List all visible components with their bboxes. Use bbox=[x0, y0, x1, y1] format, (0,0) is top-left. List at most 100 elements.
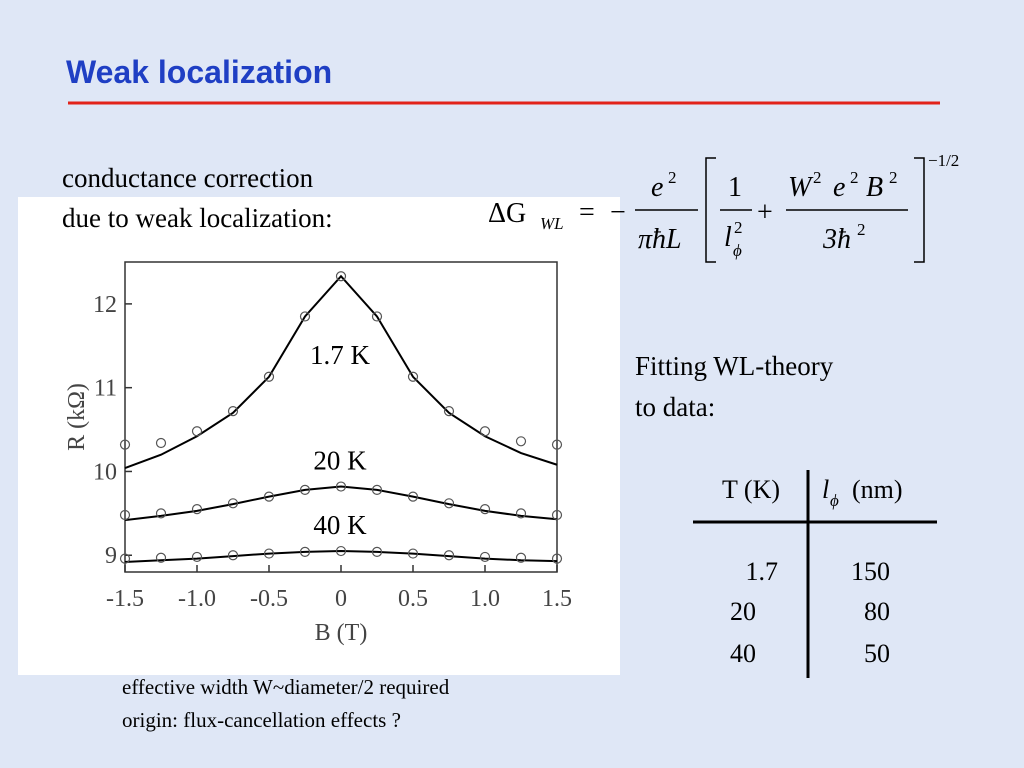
data-point bbox=[335, 545, 347, 557]
data-point bbox=[263, 491, 275, 502]
series-label: 20 K bbox=[313, 446, 367, 476]
data-point bbox=[443, 498, 455, 509]
data-point bbox=[299, 311, 311, 322]
table: T (K) l ϕ (nm) 1.7 150 20 80 40 50 bbox=[693, 470, 937, 678]
data-point bbox=[263, 548, 275, 559]
y-tick-label: 12 bbox=[93, 292, 117, 318]
formula-part: WL bbox=[540, 214, 564, 233]
table-cell: 20 bbox=[730, 597, 756, 626]
data-point bbox=[119, 439, 131, 450]
fit-note: Fitting WL-theory bbox=[635, 351, 834, 381]
footnote: origin: flux-cancellation effects ? bbox=[122, 708, 401, 732]
fit-note: to data: bbox=[635, 392, 715, 422]
y-axis-label: R (kΩ) bbox=[64, 383, 90, 451]
formula-part: − bbox=[610, 197, 626, 228]
data-point bbox=[191, 426, 203, 437]
data-point bbox=[191, 504, 203, 515]
table-cell: 150 bbox=[851, 557, 890, 586]
table-cell: 40 bbox=[730, 639, 756, 668]
data-point bbox=[551, 509, 563, 521]
data-point bbox=[407, 548, 419, 559]
data-point bbox=[155, 437, 167, 449]
data-point bbox=[479, 426, 491, 437]
formula-part: 2 bbox=[857, 220, 866, 239]
formula-part: + bbox=[757, 197, 773, 228]
fit-line bbox=[124, 485, 558, 522]
table-cell: 1.7 bbox=[746, 557, 779, 586]
data-point bbox=[443, 406, 455, 417]
data-point bbox=[407, 491, 419, 502]
formula-part: B bbox=[866, 172, 883, 203]
y-tick-label: 11 bbox=[94, 376, 117, 402]
data-point bbox=[299, 484, 311, 495]
formula-part: ΔG bbox=[488, 198, 526, 229]
fit-line bbox=[124, 550, 558, 563]
formula-part: 2 bbox=[889, 168, 898, 187]
data-point bbox=[119, 553, 131, 564]
data-point bbox=[227, 406, 239, 417]
data-point bbox=[155, 552, 167, 563]
data-point bbox=[443, 550, 455, 561]
data-point bbox=[155, 508, 167, 519]
table-cell: 50 bbox=[864, 639, 890, 668]
x-tick-label: 1.0 bbox=[470, 586, 500, 612]
formula: ΔG WL = − e 2 πħL 1 l 2 ϕ + W 2 e 2 B 2 … bbox=[488, 151, 959, 263]
data-point bbox=[335, 271, 347, 282]
formula-part: 1 bbox=[728, 172, 742, 203]
formula-part: −1/2 bbox=[928, 151, 959, 170]
formula-part: πħL bbox=[638, 224, 682, 255]
formula-part: 3ħ bbox=[822, 224, 851, 255]
data-point bbox=[119, 509, 131, 521]
series-label: 40 K bbox=[313, 510, 367, 540]
formula-part: e bbox=[651, 172, 663, 203]
data-point bbox=[371, 311, 383, 322]
slide-title: Weak localization bbox=[66, 54, 332, 90]
data-point bbox=[227, 550, 239, 561]
data-point bbox=[515, 436, 527, 447]
formula-part: 2 bbox=[813, 168, 822, 187]
formula-part: 2 bbox=[850, 168, 859, 187]
series-label: 1.7 K bbox=[310, 340, 371, 370]
formula-part: ϕ bbox=[733, 241, 742, 260]
formula-part: 2 bbox=[734, 218, 743, 237]
x-tick-label: -0.5 bbox=[250, 586, 288, 612]
x-tick-label: 0.5 bbox=[398, 586, 428, 612]
data-point bbox=[479, 551, 491, 563]
chart-panel bbox=[18, 197, 620, 675]
intro-line: conductance correction bbox=[62, 163, 314, 193]
data-point bbox=[299, 546, 311, 557]
formula-part: e bbox=[833, 172, 845, 203]
table-header: ϕ bbox=[830, 491, 839, 510]
data-point bbox=[335, 481, 347, 492]
formula-part: 2 bbox=[668, 168, 677, 187]
data-point bbox=[227, 498, 239, 509]
plot: -1.5 -1.0 -0.5 0 0.5 1.0 1.5 9 10 11 12 B (T) R (kΩ)… bbox=[64, 261, 572, 646]
bracket bbox=[914, 157, 925, 263]
table-cell: 80 bbox=[864, 597, 890, 626]
data-point bbox=[263, 371, 275, 382]
footnote: effective width W~diameter/2 required bbox=[122, 675, 450, 699]
data-point bbox=[479, 504, 491, 515]
table-header: T (K) bbox=[722, 475, 780, 504]
table-header: l bbox=[822, 475, 829, 504]
table-header: (nm) bbox=[852, 475, 903, 504]
data-point bbox=[515, 552, 527, 563]
data-point bbox=[515, 508, 527, 519]
y-tick-label: 9 bbox=[105, 543, 117, 569]
y-tick-label: 10 bbox=[93, 459, 117, 485]
data-point bbox=[551, 553, 563, 564]
formula-part: = bbox=[579, 197, 595, 228]
x-tick-label: -1.5 bbox=[106, 586, 144, 612]
data-point bbox=[551, 439, 563, 450]
x-tick-label: 0 bbox=[335, 586, 347, 612]
bracket bbox=[705, 157, 716, 263]
data-point bbox=[191, 551, 203, 563]
data-point bbox=[371, 546, 383, 557]
intro-line: due to weak localization: bbox=[62, 203, 333, 233]
x-axis-label: B (T) bbox=[315, 620, 368, 646]
data-point bbox=[407, 371, 419, 382]
data-point bbox=[371, 484, 383, 495]
formula-part: W bbox=[788, 172, 814, 203]
